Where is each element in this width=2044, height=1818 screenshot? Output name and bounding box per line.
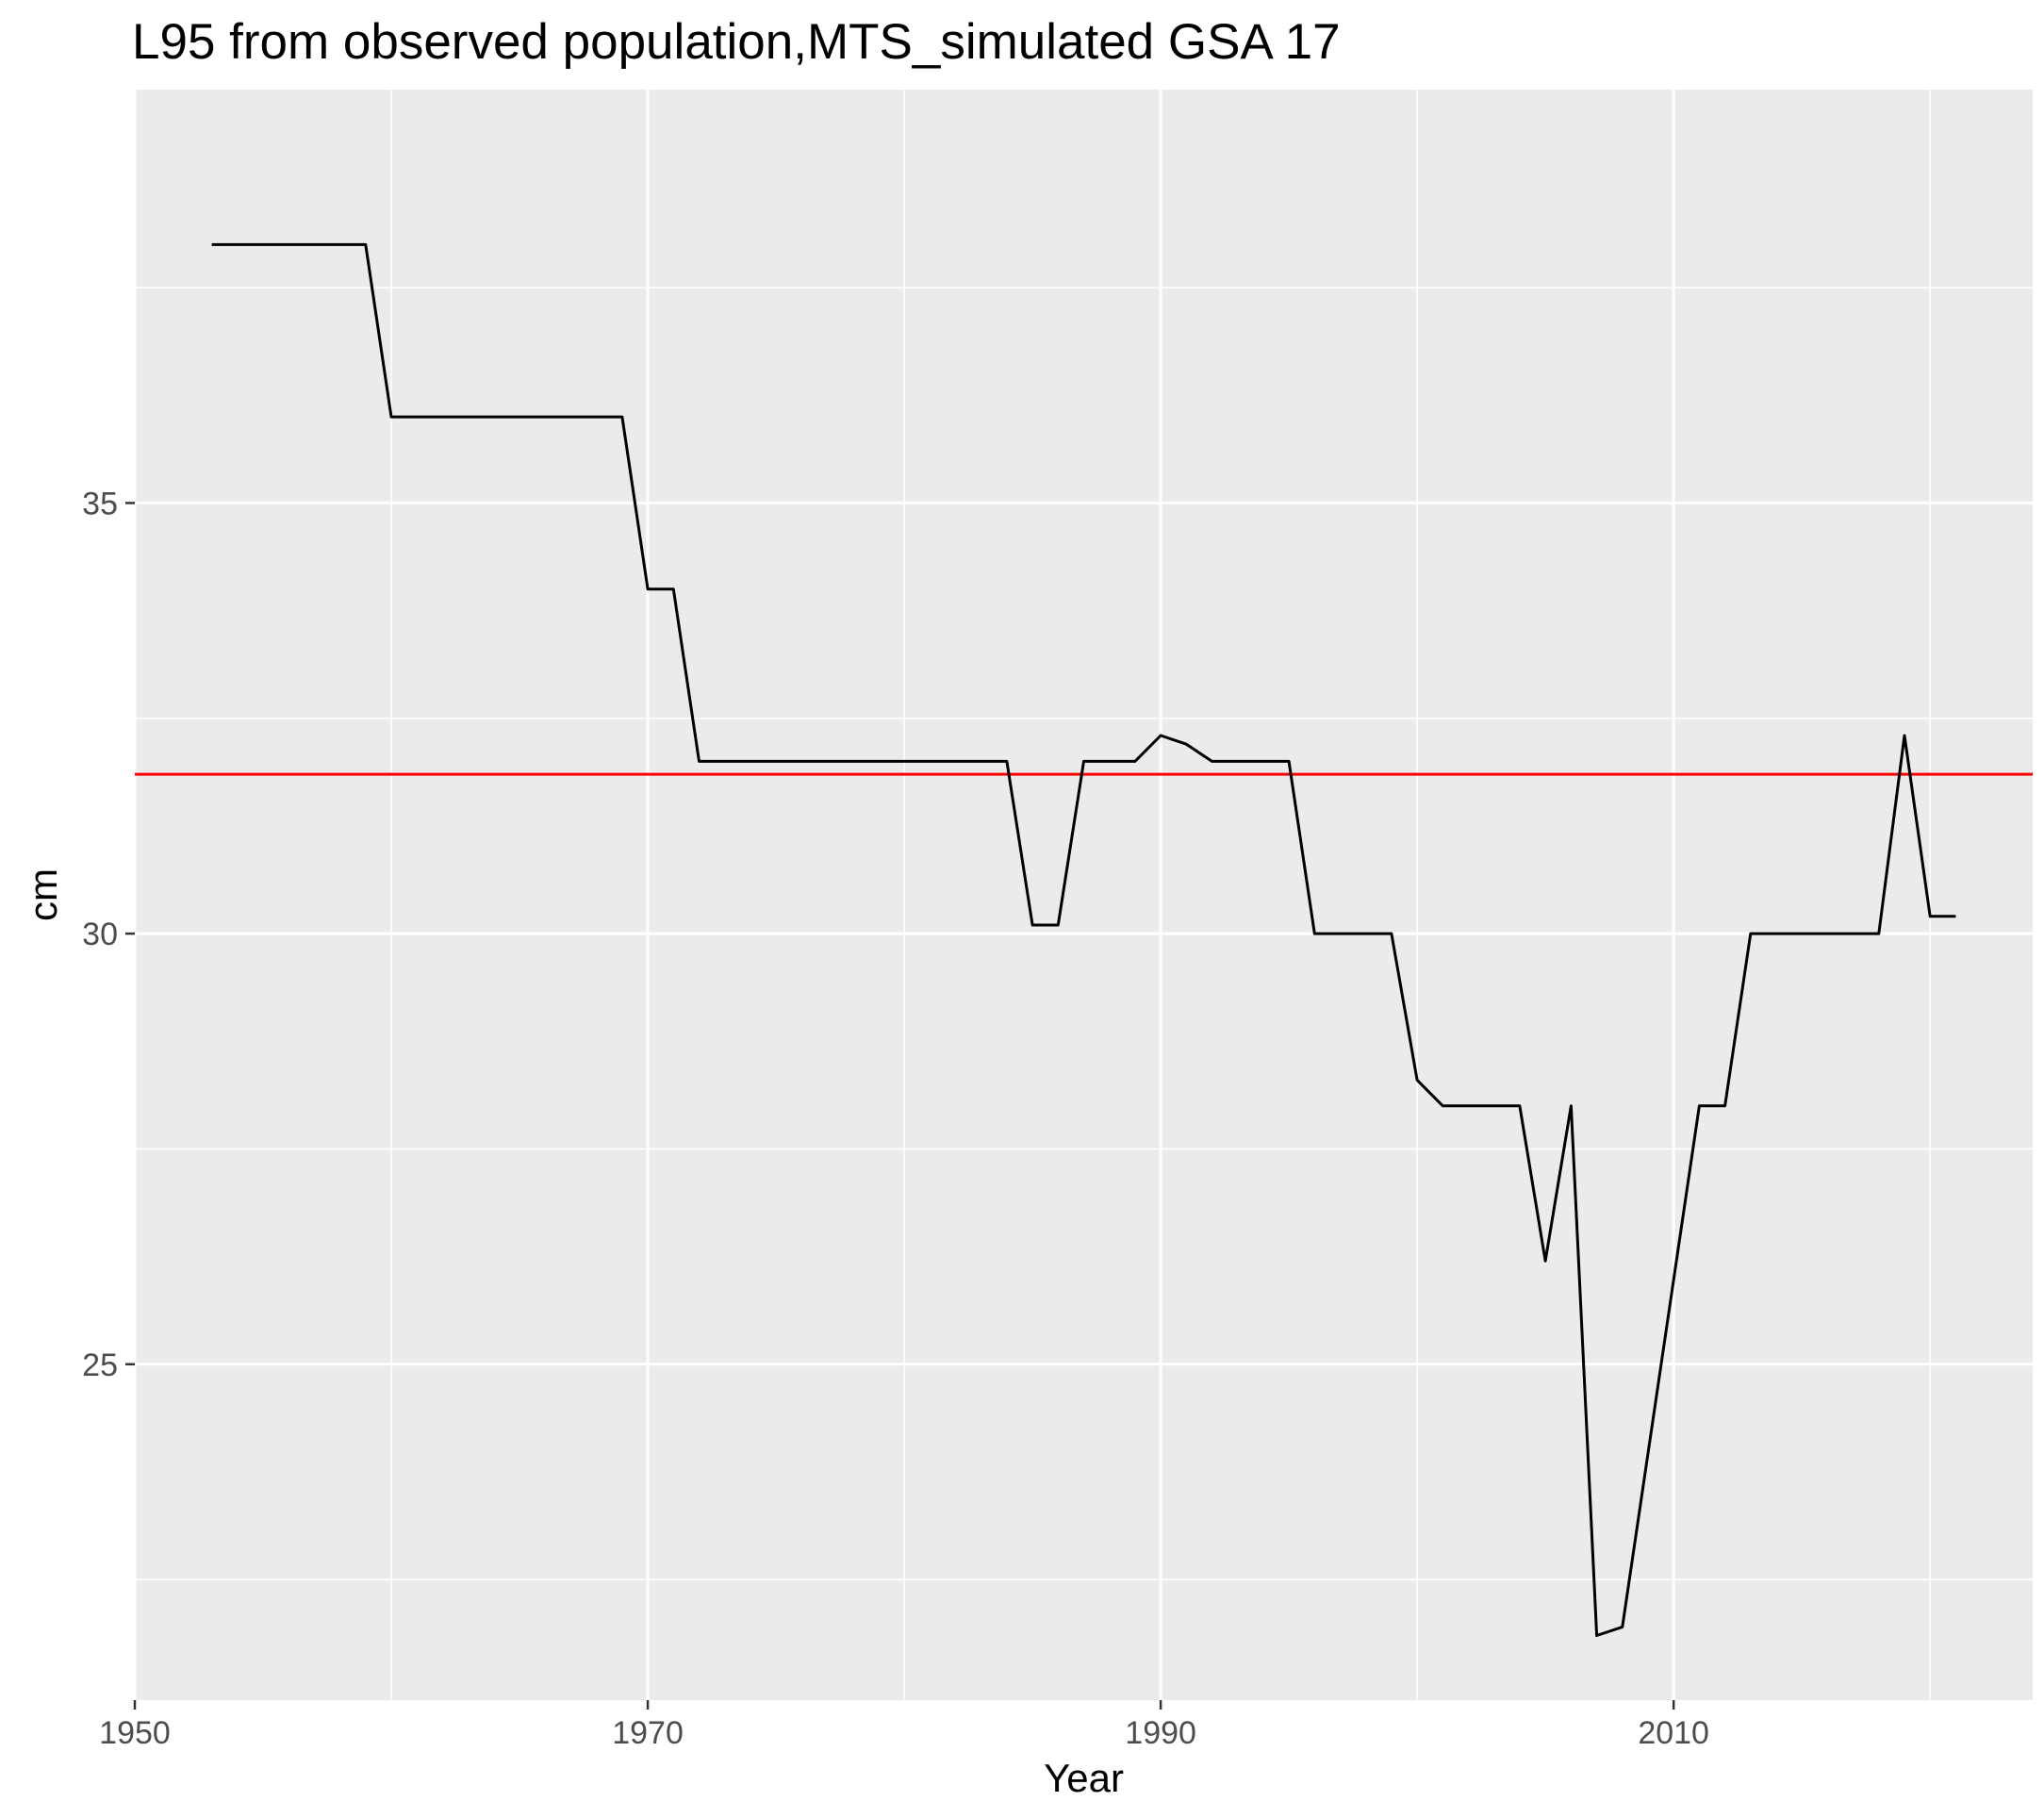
- x-tick-label: 1990: [1125, 1715, 1196, 1751]
- minor-grid: [135, 90, 2033, 1700]
- x-axis-title: Year: [1044, 1756, 1124, 1800]
- y-axis-title: cm: [21, 868, 65, 921]
- x-tick-label: 1950: [99, 1715, 171, 1751]
- y-tick-label: 25: [82, 1347, 118, 1383]
- series-layer: [211, 242, 1956, 1637]
- y-tick-label: 30: [82, 917, 118, 952]
- x-tick-label: 1970: [612, 1715, 684, 1751]
- x-tick-label: 2010: [1638, 1715, 1709, 1751]
- chart-title: L95 from observed population,MTS_simulat…: [132, 14, 1341, 70]
- y-tick-label: 35: [82, 486, 118, 521]
- x-axis: 1950 1970 1990 2010: [99, 1700, 1709, 1751]
- series-line: [211, 242, 1956, 1637]
- y-axis: 25 30 35: [82, 486, 135, 1383]
- plot-panel: [135, 90, 2033, 1700]
- major-grid: [133, 90, 2033, 1700]
